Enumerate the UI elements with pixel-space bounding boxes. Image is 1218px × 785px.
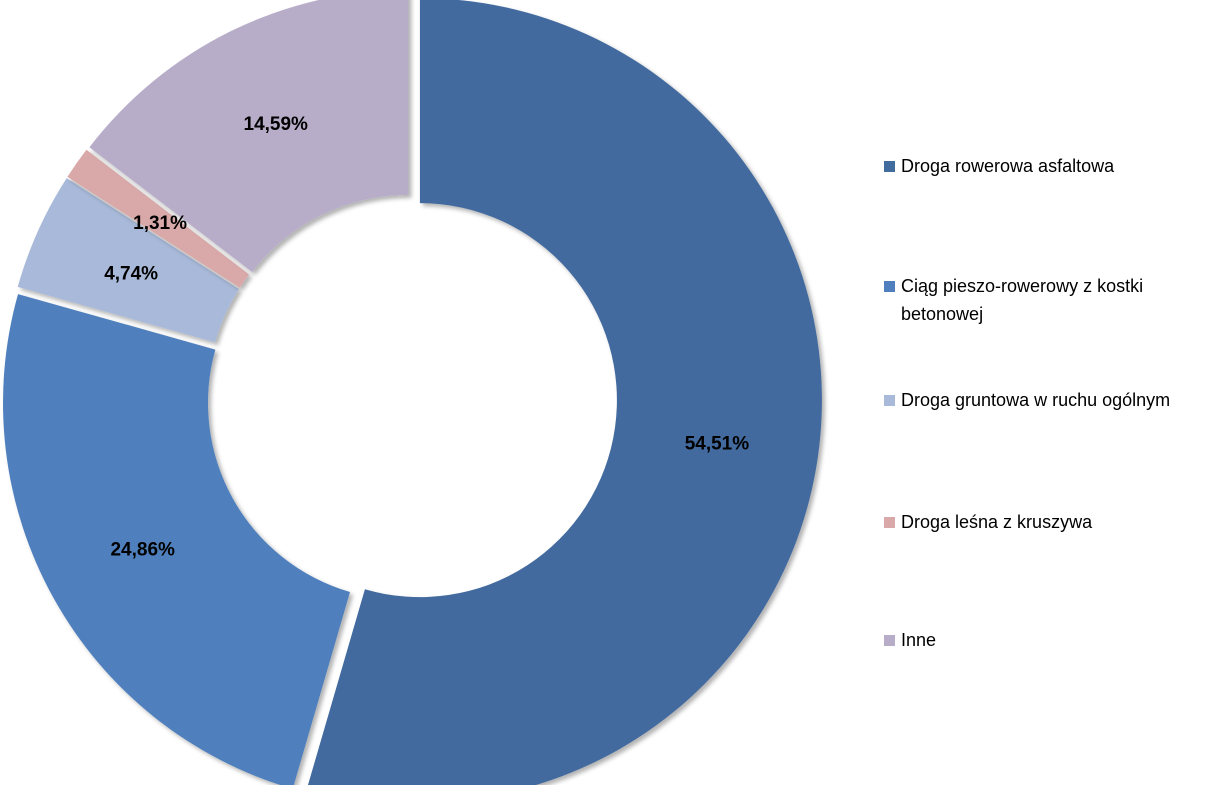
data-label-5: 14,59% (244, 114, 309, 135)
legend-label-4: Droga leśna z kruszywa (901, 512, 1093, 532)
donut-slice-3 (17, 178, 240, 343)
legend-label-3: Droga gruntowa w ruchu ogólnym (901, 390, 1171, 410)
legend-item-3: Droga gruntowa w ruchu ogólnym (884, 386, 1211, 414)
data-label-1: 54,51% (685, 433, 750, 454)
legend-swatch-4 (884, 517, 895, 528)
legend-swatch-5 (884, 635, 895, 646)
chart-legend: Droga rowerowa asfaltowa Ciąg pieszo-rowe… (884, 0, 1218, 785)
data-labels: 54,51% 24,86% 4,74% 1,31% 14,59% (104, 114, 749, 561)
legend-label-2: Ciąg pieszo-rowerowy z kostki betonowej (901, 276, 1144, 324)
donut-slice-1 (307, 0, 822, 785)
data-label-2: 24,86% (110, 540, 175, 561)
legend-label-5: Inne (901, 630, 937, 650)
donut-slice-4 (67, 149, 250, 288)
legend-swatch-3 (884, 395, 895, 406)
legend-swatch-1 (884, 161, 895, 172)
data-label-4: 1,31% (133, 213, 187, 234)
legend-item-2: Ciąg pieszo-rowerowy z kostki betonowej (884, 272, 1211, 328)
legend-label-1: Droga rowerowa asfaltowa (901, 156, 1115, 176)
legend-item-4: Droga leśna z kruszywa (884, 508, 1211, 536)
donut-slices (3, 0, 822, 785)
legend-swatch-2 (884, 281, 895, 292)
donut-slice-2 (3, 294, 350, 785)
data-label-3: 4,74% (104, 264, 158, 285)
donut-slice-5 (89, 0, 409, 272)
legend-item-1: Droga rowerowa asfaltowa (884, 152, 1211, 180)
legend-item-5: Inne (884, 626, 1211, 654)
